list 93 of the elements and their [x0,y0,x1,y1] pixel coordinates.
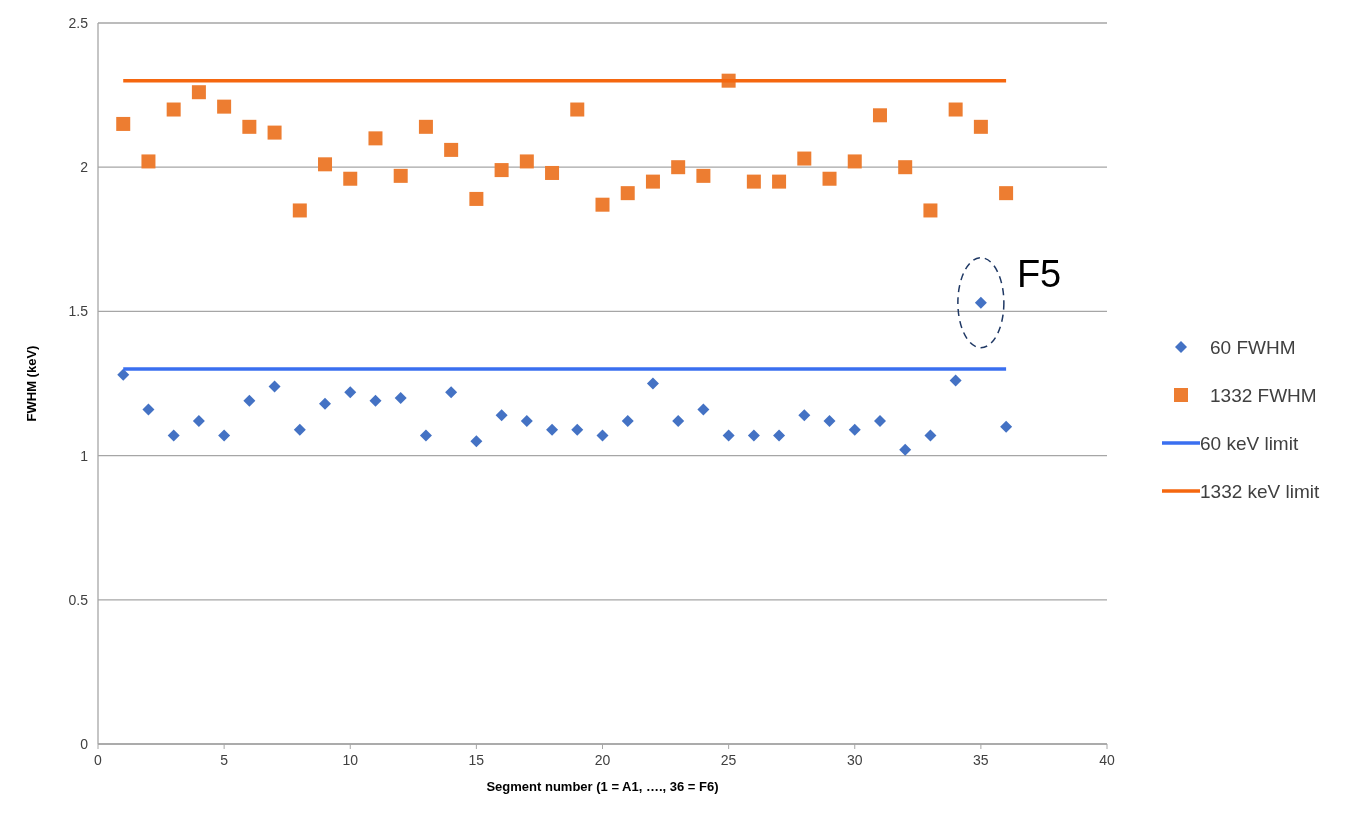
point [546,423,559,436]
point [495,409,508,422]
point [242,119,257,134]
point [595,197,610,212]
annotation: F5 [1016,252,1062,295]
point [899,443,912,456]
point [923,203,938,218]
x-tick-label: 10 [342,752,359,768]
point [117,368,130,381]
point [519,154,534,169]
point [393,168,408,183]
x-tick-label: 20 [594,752,611,768]
point [344,386,357,399]
point [166,102,181,117]
point [368,131,383,146]
point [494,163,509,178]
point [520,414,533,427]
point [292,203,307,218]
point [116,116,131,131]
point [822,171,837,186]
point [999,186,1014,201]
point [318,157,333,172]
point [620,186,635,201]
y-tick-label: 0.5 [68,591,89,608]
y-tick-label: 0 [80,736,89,752]
x-axis-title: Segment number (1 = A1, …., 36 = F6) [486,779,719,794]
legend-label: 60 keV limit [1200,433,1299,454]
point [847,154,862,169]
legend-label: 1332 keV limit [1200,481,1321,502]
point [798,409,811,422]
point [697,403,710,416]
point [571,423,584,436]
point [293,423,306,436]
y-axis-title: FWHM (keV) [24,345,39,422]
point [343,171,358,186]
point [696,168,711,183]
point [418,119,433,134]
point [268,380,281,393]
point [646,377,659,390]
point [873,414,886,427]
point [167,429,180,442]
point [470,435,483,448]
point [974,296,987,309]
x-tick-label: 15 [468,752,485,768]
point [319,397,332,410]
point [722,429,735,442]
point [596,429,609,442]
point [746,174,761,189]
point [142,403,155,416]
point [671,160,686,175]
x-tick-label: 40 [1099,752,1115,768]
x-tick-label: 30 [846,752,863,768]
point [823,414,836,427]
point [872,108,887,123]
point [141,154,156,169]
point [218,429,231,442]
y-tick-label: 2 [80,159,89,176]
point [848,423,861,436]
point [672,414,685,427]
point [192,414,205,427]
point [445,386,458,399]
point [419,429,432,442]
legend-label: 1332 FWHM [1210,385,1317,406]
x-tick-label: 5 [220,752,229,768]
point [773,429,786,442]
point [797,151,812,166]
y-tick-label: 2.5 [68,15,89,31]
point [948,102,963,117]
point [267,125,282,140]
point [243,394,256,407]
y-tick-label: 1.5 [68,303,89,320]
point [217,99,232,114]
x-tick-label: 0 [94,752,103,768]
y-tick-label: 1 [80,447,89,464]
point [973,119,988,134]
point [191,85,206,100]
point [949,374,962,387]
x-tick-label: 25 [720,752,737,768]
point [444,142,459,157]
point [469,191,484,206]
point [1000,420,1013,433]
point [772,174,787,189]
point [369,394,382,407]
x-tick-label: 35 [973,752,989,768]
point [570,102,585,117]
point [621,414,634,427]
point [747,429,760,442]
point [898,160,913,175]
point [545,165,560,180]
point [394,391,407,404]
legend-label: 60 FWHM [1210,337,1296,358]
point [924,429,937,442]
point [645,174,660,189]
